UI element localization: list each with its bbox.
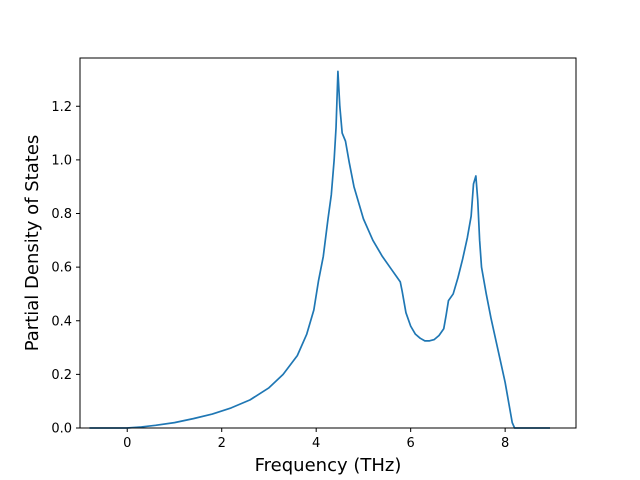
y-tick-label: 0.4	[51, 314, 72, 329]
x-tick-label: 6	[407, 436, 415, 451]
x-axis-label: Frequency (THz)	[255, 455, 402, 476]
y-tick-label: 1.2	[51, 100, 72, 115]
y-axis-label: Partial Density of States	[22, 135, 43, 352]
plot-frame	[79, 57, 577, 429]
y-tick-label: 0.8	[51, 207, 72, 222]
x-tick-label: 4	[312, 436, 320, 451]
x-ticks: 0 2 4 6 8	[123, 428, 509, 451]
series-line	[89, 70, 551, 429]
y-tick-label: 0.6	[51, 261, 72, 276]
x-tick-label: 2	[218, 436, 226, 451]
y-tick-label: 0.2	[51, 368, 72, 383]
y-ticks: 0.0 0.2 0.4 0.6 0.8 1.0 1.2	[51, 100, 80, 437]
x-tick-label: 8	[501, 436, 509, 451]
y-tick-label: 0.0	[51, 422, 72, 437]
y-tick-label: 1.0	[51, 153, 72, 168]
x-tick-label: 0	[123, 436, 131, 451]
